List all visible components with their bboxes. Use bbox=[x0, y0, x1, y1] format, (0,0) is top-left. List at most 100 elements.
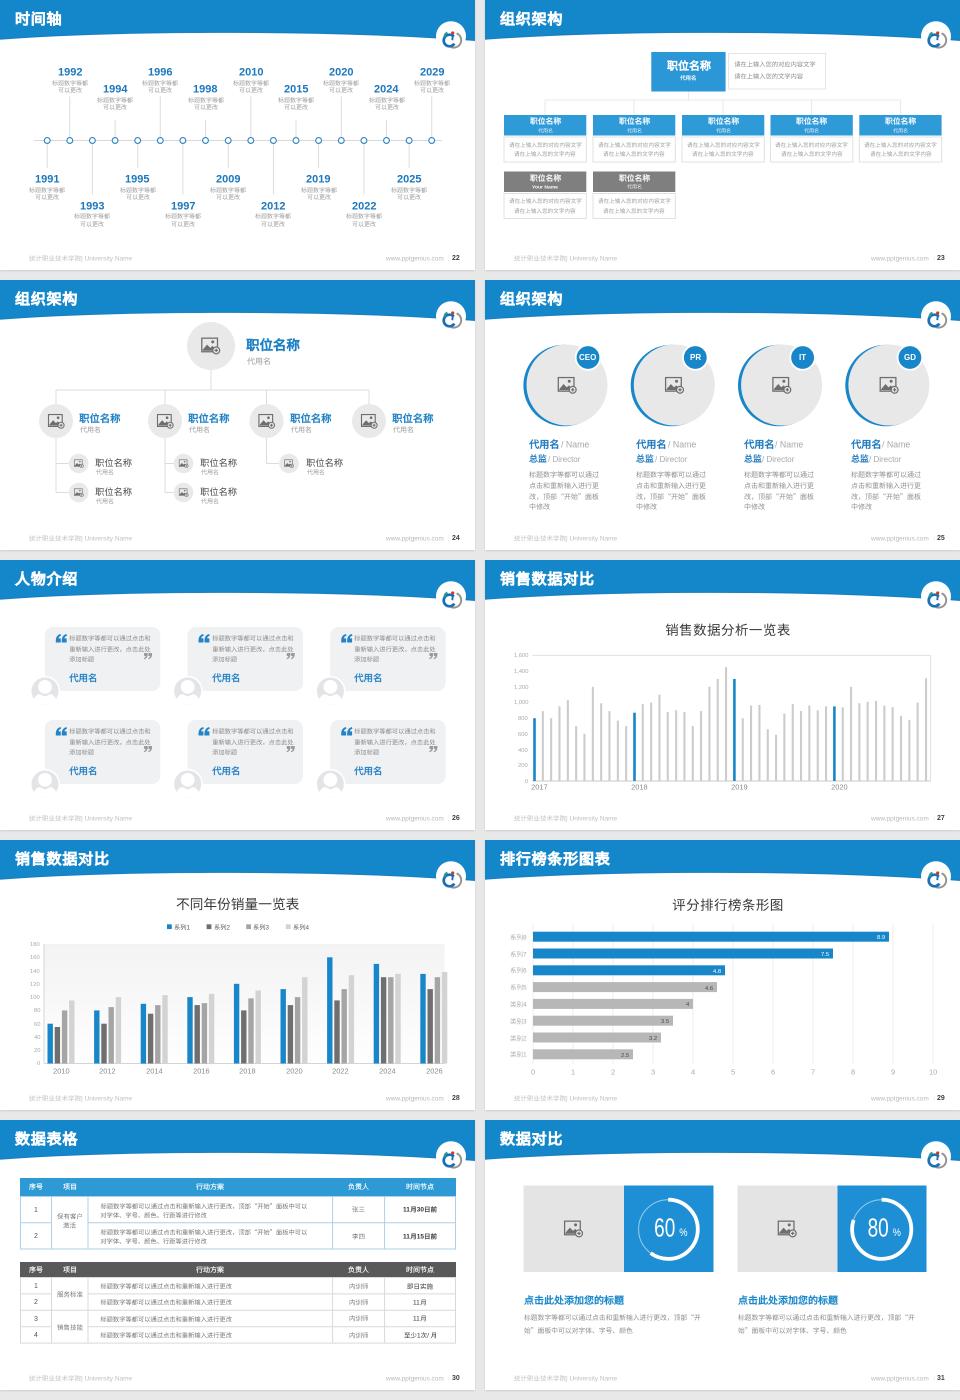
svg-text:| University Name: | University Name bbox=[81, 816, 133, 823]
svg-text:40: 40 bbox=[34, 1035, 40, 1041]
svg-text:30: 30 bbox=[417, 1207, 425, 1214]
svg-text:www.pptgenius.com: www.pptgenius.com bbox=[870, 1096, 929, 1103]
svg-text:29: 29 bbox=[937, 1095, 945, 1102]
svg-text:24: 24 bbox=[452, 535, 460, 542]
svg-text:1992: 1992 bbox=[58, 67, 82, 79]
svg-text:160: 160 bbox=[30, 955, 40, 961]
svg-text:1995: 1995 bbox=[125, 174, 149, 186]
svg-text:2018: 2018 bbox=[239, 1066, 256, 1075]
svg-text:140: 140 bbox=[30, 969, 40, 975]
svg-text:9: 9 bbox=[891, 1068, 895, 1077]
svg-text:4: 4 bbox=[34, 1332, 38, 1339]
svg-text:2022: 2022 bbox=[332, 1066, 349, 1075]
svg-text:2012: 2012 bbox=[99, 1066, 116, 1075]
svg-text:8.9: 8.9 bbox=[877, 935, 885, 941]
svg-text:www.pptgenius.com: www.pptgenius.com bbox=[385, 1096, 444, 1103]
svg-text:11: 11 bbox=[403, 1234, 410, 1241]
svg-text:| University Name: | University Name bbox=[566, 1096, 618, 1103]
svg-text:60: 60 bbox=[34, 1022, 40, 1028]
svg-text:11: 11 bbox=[413, 1316, 420, 1323]
svg-text:3.5: 3.5 bbox=[661, 1019, 669, 1025]
svg-text:| University Name: | University Name bbox=[566, 256, 618, 263]
svg-text:4: 4 bbox=[523, 1002, 527, 1009]
svg-text:0: 0 bbox=[37, 1061, 40, 1067]
svg-text:2019: 2019 bbox=[306, 174, 330, 186]
svg-text:3: 3 bbox=[651, 1068, 655, 1077]
svg-text:5: 5 bbox=[731, 1068, 735, 1077]
svg-text:www.pptgenius.com: www.pptgenius.com bbox=[385, 1376, 444, 1383]
svg-text:200: 200 bbox=[518, 763, 528, 769]
svg-text:2020: 2020 bbox=[329, 67, 353, 79]
svg-text:%: % bbox=[893, 1227, 901, 1239]
svg-text:2: 2 bbox=[611, 1068, 615, 1077]
svg-text:11: 11 bbox=[403, 1207, 410, 1214]
svg-text:2025: 2025 bbox=[397, 174, 421, 186]
svg-text:www.pptgenius.com: www.pptgenius.com bbox=[385, 816, 444, 823]
svg-text:/ Name: / Name bbox=[882, 440, 910, 450]
svg-text:7: 7 bbox=[523, 951, 527, 958]
svg-text:6: 6 bbox=[523, 968, 527, 975]
svg-text:80: 80 bbox=[34, 1008, 40, 1014]
svg-text:2017: 2017 bbox=[531, 783, 548, 792]
svg-text:/ Director: / Director bbox=[655, 455, 688, 464]
svg-text:400: 400 bbox=[518, 748, 528, 754]
svg-text:2015: 2015 bbox=[284, 84, 308, 96]
svg-text:800: 800 bbox=[518, 716, 528, 722]
svg-text:31: 31 bbox=[937, 1375, 945, 1382]
svg-text:11: 11 bbox=[413, 1300, 420, 1307]
svg-text:%: % bbox=[679, 1227, 687, 1239]
svg-text:1: 1 bbox=[523, 1052, 527, 1059]
svg-text:3: 3 bbox=[266, 925, 270, 932]
svg-text:1997: 1997 bbox=[171, 200, 195, 212]
svg-text:6: 6 bbox=[771, 1068, 775, 1077]
svg-text:4.8: 4.8 bbox=[713, 969, 721, 975]
svg-text:1,200: 1,200 bbox=[514, 685, 528, 691]
svg-text:20: 20 bbox=[34, 1048, 40, 1054]
svg-text:/ Director: / Director bbox=[762, 455, 795, 464]
svg-text:www.pptgenius.com: www.pptgenius.com bbox=[385, 256, 444, 263]
svg-text:2: 2 bbox=[523, 1035, 527, 1042]
svg-text:1: 1 bbox=[417, 1332, 421, 1339]
svg-text:1,600: 1,600 bbox=[514, 653, 528, 659]
svg-text:2010: 2010 bbox=[53, 1066, 70, 1075]
svg-text:60: 60 bbox=[654, 1213, 675, 1243]
svg-text:1: 1 bbox=[34, 1207, 38, 1214]
svg-text:www.pptgenius.com: www.pptgenius.com bbox=[870, 816, 929, 823]
svg-text:/ Director: / Director bbox=[548, 455, 581, 464]
svg-text:2: 2 bbox=[226, 925, 230, 932]
svg-text:PR: PR bbox=[690, 353, 701, 362]
svg-text:IT: IT bbox=[799, 353, 806, 362]
svg-text:/ Name: / Name bbox=[775, 440, 803, 450]
svg-text:| University Name: | University Name bbox=[81, 1096, 133, 1103]
svg-text:CEO: CEO bbox=[579, 353, 596, 362]
svg-text:2019: 2019 bbox=[731, 783, 748, 792]
svg-text:4.6: 4.6 bbox=[705, 986, 713, 992]
svg-text:1,400: 1,400 bbox=[514, 669, 528, 675]
svg-text:2020: 2020 bbox=[286, 1066, 303, 1075]
svg-text:600: 600 bbox=[518, 732, 528, 738]
svg-text:30: 30 bbox=[452, 1375, 460, 1382]
svg-text:2024: 2024 bbox=[374, 84, 399, 96]
svg-text:4: 4 bbox=[305, 925, 309, 932]
svg-text:GD: GD bbox=[904, 353, 916, 362]
svg-text:2010: 2010 bbox=[239, 67, 263, 79]
svg-text:2009: 2009 bbox=[216, 174, 240, 186]
svg-text:2012: 2012 bbox=[261, 200, 285, 212]
svg-text:/ Director: / Director bbox=[869, 455, 902, 464]
svg-text:15: 15 bbox=[417, 1234, 425, 1241]
svg-text:1: 1 bbox=[34, 1283, 38, 1290]
svg-text:26: 26 bbox=[452, 815, 460, 822]
svg-text:80: 80 bbox=[868, 1213, 889, 1243]
svg-text:/: / bbox=[427, 1332, 429, 1339]
svg-text:27: 27 bbox=[937, 815, 945, 822]
svg-text:www.pptgenius.com: www.pptgenius.com bbox=[385, 536, 444, 543]
svg-text:28: 28 bbox=[452, 1095, 460, 1102]
svg-text:4: 4 bbox=[691, 1068, 695, 1077]
svg-text:2: 2 bbox=[34, 1300, 38, 1307]
svg-text:8: 8 bbox=[851, 1068, 855, 1077]
svg-text:| University Name: | University Name bbox=[81, 1376, 133, 1383]
svg-text:Your Name: Your Name bbox=[532, 184, 558, 190]
svg-text:23: 23 bbox=[937, 255, 945, 262]
svg-text:22: 22 bbox=[452, 255, 460, 262]
svg-text:7: 7 bbox=[811, 1068, 815, 1077]
